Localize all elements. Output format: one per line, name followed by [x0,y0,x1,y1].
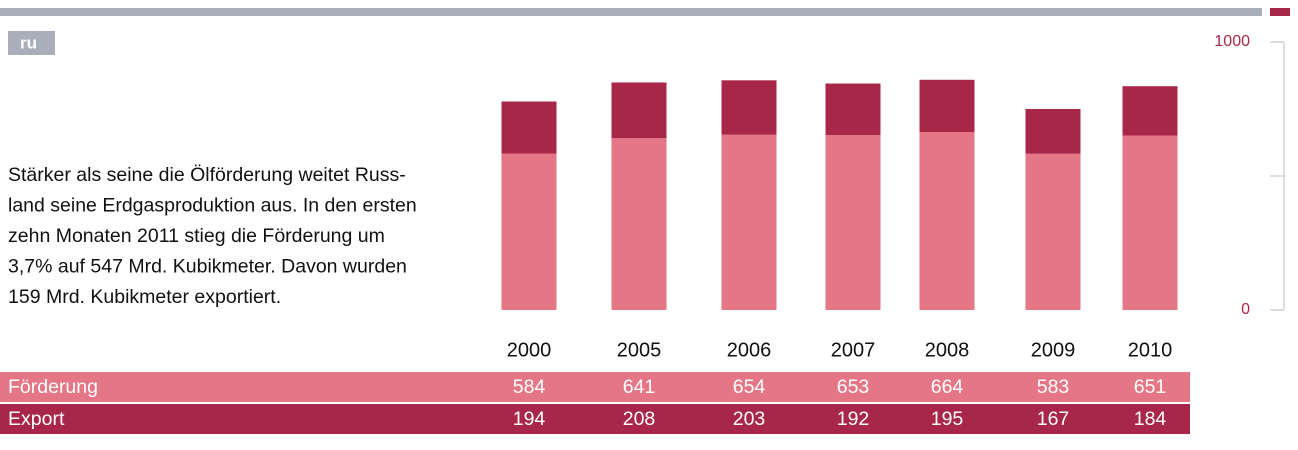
table-row [0,372,1190,402]
bar-segment [919,132,975,310]
bar-segment [1025,153,1081,310]
x-tick-label: 2006 [727,339,772,361]
x-tick-label: 2009 [1031,339,1076,361]
table-value: 653 [837,376,870,398]
x-tick-label: 2005 [617,339,662,361]
bar-segment [611,82,667,139]
table-row [0,404,1190,434]
bar-segment [825,134,881,310]
description-line: 3,7% auf 547 Mrd. Kubikmeter. Davon wurd… [8,256,407,278]
table-value: 664 [931,376,964,398]
bar-segment [1025,109,1081,154]
table-value: 167 [1037,408,1070,430]
table-value: 184 [1134,408,1167,430]
table-value: 584 [513,376,546,398]
bar-segment [825,83,881,135]
bar-segment [501,101,557,154]
table-value: 195 [931,408,964,430]
table-value: 651 [1134,376,1167,398]
x-tick-label: 2008 [925,339,970,361]
description-line: 159 Mrd. Kubikmeter exportiert. [8,286,281,308]
table-value: 192 [837,408,870,430]
description-line: Stärker als seine die Ölförderung weitet… [8,164,406,186]
table-value: 641 [623,376,656,398]
table-value: 194 [513,408,546,430]
bar-segment [919,79,975,133]
bar-segment [501,153,557,310]
row-label: Förderung [8,376,98,398]
table-value: 583 [1037,376,1070,398]
description-line: zehn Monaten 2011 stieg die Förderung um [8,225,385,247]
x-tick-label: 2000 [507,339,552,361]
description-line: land seine Erdgasproduktion aus. In den … [8,195,417,217]
table-value: 208 [623,408,656,430]
top-bar [0,8,1262,16]
table-value: 203 [733,408,766,430]
top-accent [1270,8,1290,16]
x-tick-label: 2007 [831,339,876,361]
bar-segment [721,134,777,310]
bar-segment [1122,86,1178,136]
y-tick-label: 1000 [1214,33,1250,50]
x-tick-label: 2010 [1128,339,1173,361]
table-value: 654 [733,376,766,398]
badge-box [8,31,55,55]
bar-segment [721,80,777,135]
badge: ru [20,33,37,52]
bar-segment [1122,135,1178,310]
bar-segment [611,138,667,310]
y-tick-label: 0 [1241,301,1250,318]
row-label: Export [8,408,65,430]
